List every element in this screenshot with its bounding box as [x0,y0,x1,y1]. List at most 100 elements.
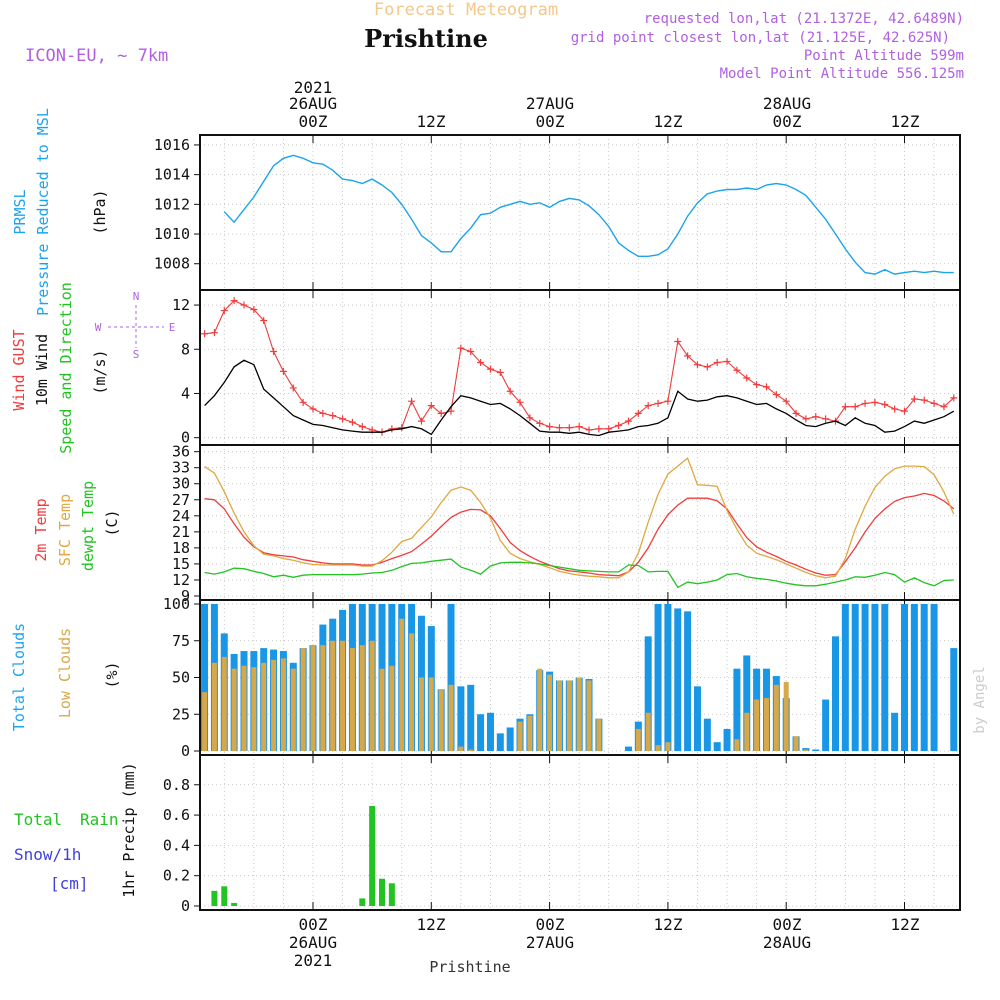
y-tick-label: 0.8 [163,776,190,794]
gust-point [634,409,642,417]
low-cloud-bar [468,749,474,751]
low-cloud-bar [211,662,217,751]
y-tick-label: 18 [172,539,190,557]
bottom-tick-label: 00Z [299,915,328,934]
gust-point [339,415,347,423]
low-cloud-bar [665,742,671,751]
total-cloud-bar [201,604,209,751]
y-tick-label: 24 [172,507,190,525]
gust-point [901,407,908,415]
pressure-series [223,154,954,275]
wind-10m-label: 10m Wind [33,334,51,406]
gust-point [575,423,583,431]
top-date-label: 28AUG [763,94,811,113]
precip-rain-label: Rain [80,810,119,829]
y-tick-label: 1010 [154,225,190,243]
low-cloud-bar [418,677,424,751]
y-tick-label: 33 [172,459,190,477]
panel-1: 1008 1010 1012 1014 1016 [154,135,960,290]
grid-point-coords: grid point closest lon,lat (21.125E, 42.… [571,30,950,46]
model-altitude: Model Point Altitude 556.125m [720,66,964,82]
low-cloud-bar [349,648,355,751]
bottom-date-label: 26AUG [289,933,337,952]
low-cloud-bar [261,662,267,751]
low-cloud-bar [547,674,553,751]
total-cloud-bar [822,699,830,751]
wind-unit: (m/s) [91,349,109,394]
gust-point [408,397,416,405]
gust-point [506,387,514,395]
y-tick-label: 27 [172,491,190,509]
total-cloud-bar [713,742,721,751]
precip-unit: 1hr Precip (mm) [120,762,138,897]
low-cloud-bar [754,699,760,751]
gust-point [654,399,662,407]
low-cloud-bar [359,645,365,751]
top-year-label: 2021 [294,78,333,97]
gust-point [812,413,820,421]
compass-w: W [95,321,102,334]
gust-point [703,363,711,371]
y-tick-label: 100 [163,595,190,613]
compass-n: N [133,290,140,303]
gust-point [684,352,692,360]
gust-point [693,361,701,369]
plots-layer: 1008101010121014101604812912151821242730… [154,134,961,915]
low-cloud-bar [793,736,799,751]
gust-point [329,412,337,420]
y-tick-label: 0.6 [163,806,190,824]
gust-point [457,344,465,352]
total-cloud-bar [851,604,859,751]
bottom-year-label: 2021 [294,951,333,970]
gust-point [851,403,859,411]
low-cloud-bar [389,665,395,751]
gust-point [536,419,544,427]
low-cloud-bar [280,658,286,751]
wind-series [204,359,955,437]
total-cloud-bar [693,686,701,751]
low-cloud-bar [645,712,651,751]
gust-point [526,414,534,422]
low-cloud-bar [763,698,769,751]
gust-point [802,415,810,423]
low-cloud-bar [773,684,779,751]
model-label: ICON-EU, ~ 7km [25,46,168,66]
gust-point [762,383,770,391]
total-clouds-label: Total Clouds [10,623,28,731]
requested-coords: requested lon,lat (21.1372E, 42.6489N) [644,11,964,27]
bottom-date-label: 27AUG [526,933,574,952]
gust-point [930,399,938,407]
low-cloud-bar [330,640,336,751]
y-tick-label: 0.2 [163,867,190,885]
precip-bars [211,805,395,906]
low-cloud-bar [438,689,444,751]
total-cloud-bar [723,728,731,751]
dewpt-series [204,558,954,589]
total-cloud-bar [506,727,514,751]
panel-5: 0 0.2 0.4 0.6 0.8 [163,755,960,915]
top-title: Forecast Meteogram [374,0,558,20]
footer-place: Prishtine [429,958,510,976]
pressure-labels: PRMSL Pressure Reduced to MSL (hPa) [11,108,109,316]
total-cloud-bar [881,604,889,751]
y-tick-label: 75 [172,632,190,650]
total-cloud-bar [812,749,820,751]
low-cloud-bar [655,745,661,751]
gust-point [891,405,899,413]
bottom-tick-label: 00Z [536,915,565,934]
gust-point [743,374,751,382]
gust-point [871,398,879,406]
panel-frame-1 [199,134,961,291]
gust-point [792,409,800,417]
low-cloud-bar [369,640,375,751]
precip-bar [231,902,238,906]
low-cloud-bar [734,739,740,751]
compass-s: S [133,348,140,361]
gust-point [270,347,278,355]
precip-bar [388,883,395,906]
low-cloud-bar [428,677,434,751]
gust-point [240,301,248,309]
total-cloud-bar [841,604,849,751]
low-cloud-bar [448,684,454,751]
